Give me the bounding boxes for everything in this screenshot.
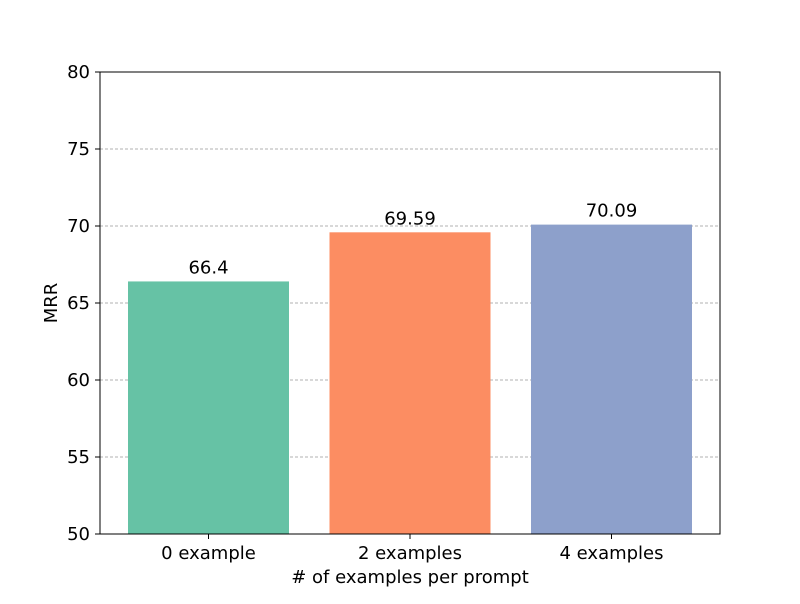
y-tick-label: 75: [67, 139, 90, 160]
x-tick-label: 0 example: [161, 543, 256, 564]
bar: [128, 281, 289, 534]
bar: [531, 224, 692, 534]
data-label: 66.4: [188, 257, 228, 278]
y-axis-ticks: 50 55 60 65 70 75 80: [67, 62, 100, 545]
bars: [128, 224, 692, 534]
x-tick-label: 2 examples: [358, 543, 462, 564]
x-axis-label: # of examples per prompt: [291, 567, 529, 588]
y-axis-label: MRR: [41, 283, 62, 324]
y-tick-label: 50: [67, 524, 90, 545]
bar: [329, 232, 491, 534]
data-label: 69.59: [384, 208, 436, 229]
data-labels: 66.4 69.59 70.09: [188, 201, 637, 279]
y-tick-label: 80: [67, 62, 90, 83]
y-tick-label: 65: [67, 293, 90, 314]
data-label: 70.09: [586, 201, 638, 222]
y-tick-label: 55: [67, 447, 90, 468]
x-tick-label: 4 examples: [559, 543, 663, 564]
x-axis-ticks: 0 example 2 examples 4 examples: [161, 534, 664, 564]
y-tick-label: 60: [67, 370, 90, 391]
y-tick-label: 70: [67, 216, 90, 237]
